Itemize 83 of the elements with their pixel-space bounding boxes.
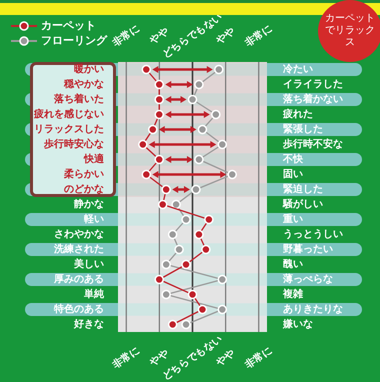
y2-tick-label: 嫌いな bbox=[282, 318, 313, 330]
point bbox=[158, 200, 168, 210]
point bbox=[138, 140, 148, 150]
y-tick-label: 好きな bbox=[73, 318, 104, 330]
y-tick-label: 疲れを感じない bbox=[33, 108, 104, 120]
point bbox=[148, 124, 158, 134]
text: 非常に bbox=[242, 344, 274, 372]
point bbox=[211, 110, 221, 120]
point bbox=[218, 140, 228, 150]
y-tick-label: 暖かい bbox=[74, 63, 104, 76]
text: 非常に bbox=[242, 22, 274, 50]
y2-tick-label: 固い bbox=[283, 169, 303, 180]
point bbox=[154, 154, 164, 164]
legend-label: カーペット bbox=[41, 18, 96, 33]
y2-tick-label: 疲れた bbox=[282, 108, 313, 120]
y-tick-label: 落ち着いた bbox=[53, 93, 104, 106]
y-tick-label: 歩行時安心な bbox=[43, 138, 104, 150]
point bbox=[168, 320, 178, 330]
point bbox=[142, 64, 152, 74]
point bbox=[214, 64, 224, 74]
y-tick-label: さわやかな bbox=[54, 229, 104, 240]
point bbox=[171, 200, 181, 210]
point bbox=[201, 244, 211, 254]
y-tick-label: 美しい bbox=[73, 258, 104, 270]
y-tick-label: 特色のある bbox=[53, 303, 104, 316]
text: やや bbox=[147, 348, 171, 369]
point bbox=[154, 80, 164, 90]
point bbox=[218, 274, 228, 284]
y2-tick-label: 薄っぺらな bbox=[282, 273, 333, 286]
point bbox=[142, 170, 152, 180]
point bbox=[181, 320, 191, 330]
y-tick-label: 静かな bbox=[73, 198, 104, 210]
y2-tick-label: 騒がしい bbox=[282, 198, 323, 210]
point bbox=[198, 124, 208, 134]
point bbox=[198, 304, 208, 314]
text: カーペットでリラックス bbox=[318, 0, 380, 62]
y-tick-label: 軽い bbox=[83, 213, 104, 226]
point bbox=[154, 110, 164, 120]
point bbox=[174, 244, 184, 254]
point bbox=[161, 184, 171, 194]
point bbox=[194, 230, 204, 240]
text: やや bbox=[214, 348, 238, 369]
y-tick-label: リラックスした bbox=[34, 124, 104, 136]
point bbox=[161, 290, 171, 300]
y-tick-label: のどかな bbox=[64, 184, 104, 196]
y2-tick-label: 不快 bbox=[282, 153, 304, 166]
y2-tick-label: 重い bbox=[282, 213, 303, 226]
y2-tick-label: 複雑 bbox=[282, 288, 303, 300]
text: やや bbox=[214, 26, 238, 47]
y-tick-label: 洗練された bbox=[53, 243, 104, 256]
point bbox=[154, 274, 164, 284]
point bbox=[204, 214, 214, 224]
point bbox=[161, 260, 171, 270]
y2-tick-label: 落ち着かない bbox=[282, 93, 343, 106]
y2-tick-label: イライラした bbox=[283, 79, 343, 90]
point bbox=[218, 304, 228, 314]
y2-tick-label: 歩行時不安な bbox=[282, 138, 343, 150]
text: 非常に bbox=[109, 344, 142, 372]
point bbox=[188, 94, 198, 104]
y-tick-label: 柔らかい bbox=[63, 168, 104, 180]
point bbox=[181, 214, 191, 224]
y-tick-label: 穏やかな bbox=[63, 78, 104, 90]
point bbox=[181, 260, 191, 270]
y2-tick-label: 冷たい bbox=[283, 63, 313, 76]
legend-label: フローリング bbox=[41, 33, 107, 48]
y-tick-label: 厚みのある bbox=[53, 274, 104, 286]
y-tick-label: 快適 bbox=[83, 153, 105, 166]
point bbox=[188, 290, 198, 300]
point bbox=[191, 184, 201, 194]
point bbox=[194, 154, 204, 164]
point bbox=[168, 230, 178, 240]
point bbox=[227, 170, 237, 180]
point bbox=[194, 80, 204, 90]
y2-tick-label: うっとうしい bbox=[283, 229, 343, 240]
text: 非常に bbox=[109, 22, 142, 50]
y2-tick-label: 野暮ったい bbox=[283, 243, 333, 256]
y2-tick-label: ありきたりな bbox=[283, 304, 343, 316]
y-tick-label: 単純 bbox=[83, 288, 105, 300]
y2-tick-label: 緊張した bbox=[283, 123, 323, 136]
text: やや bbox=[147, 26, 171, 47]
y2-tick-label: 醜い bbox=[283, 258, 303, 270]
point bbox=[154, 94, 164, 104]
y2-tick-label: 緊迫した bbox=[283, 183, 323, 196]
